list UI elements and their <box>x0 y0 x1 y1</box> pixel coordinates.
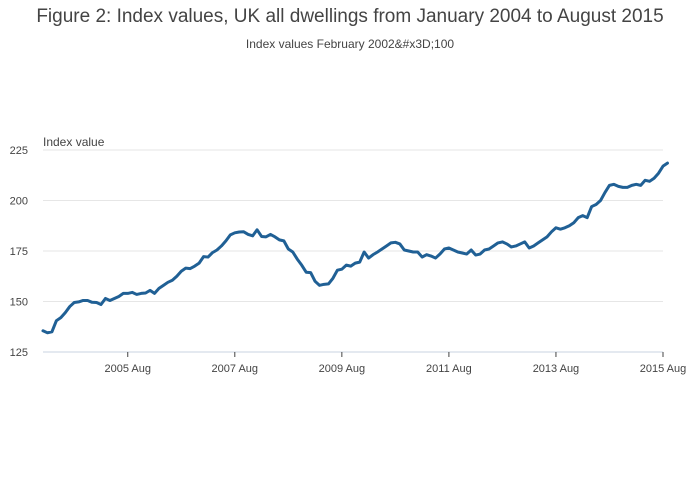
chart-title: Figure 2: Index values, UK all dwellings… <box>36 6 664 27</box>
series-layer <box>41 161 669 335</box>
x-tick-label: 2009 Aug <box>319 363 366 375</box>
y-axis-ticks: 125 150 175 200 225 <box>10 145 28 359</box>
series-line-uk-all-dwellings[interactable] <box>41 161 669 335</box>
x-tick-label: 2005 Aug <box>104 363 151 375</box>
y-axis-label: Index value <box>43 135 105 149</box>
gridlines <box>43 149 663 353</box>
y-tick-label: 175 <box>10 246 28 258</box>
y-tick-label: 200 <box>10 196 28 208</box>
y-tick-label: 225 <box>10 145 28 157</box>
chart-subtitle: Index values February 2002&#x3D;100 <box>245 37 455 51</box>
x-tick-label: 2007 Aug <box>212 363 259 375</box>
x-tick-label: 2011 Aug <box>426 363 472 375</box>
y-tick-label: 125 <box>10 347 28 359</box>
y-tick-label: 150 <box>10 297 28 309</box>
x-axis-ticks: 2005 Aug 2007 Aug 2009 Aug 2011 Aug 2013 Aug… <box>104 352 686 375</box>
x-tick-label: 2015 Aug <box>640 363 687 375</box>
x-tick-label: 2013 Aug <box>533 363 580 375</box>
